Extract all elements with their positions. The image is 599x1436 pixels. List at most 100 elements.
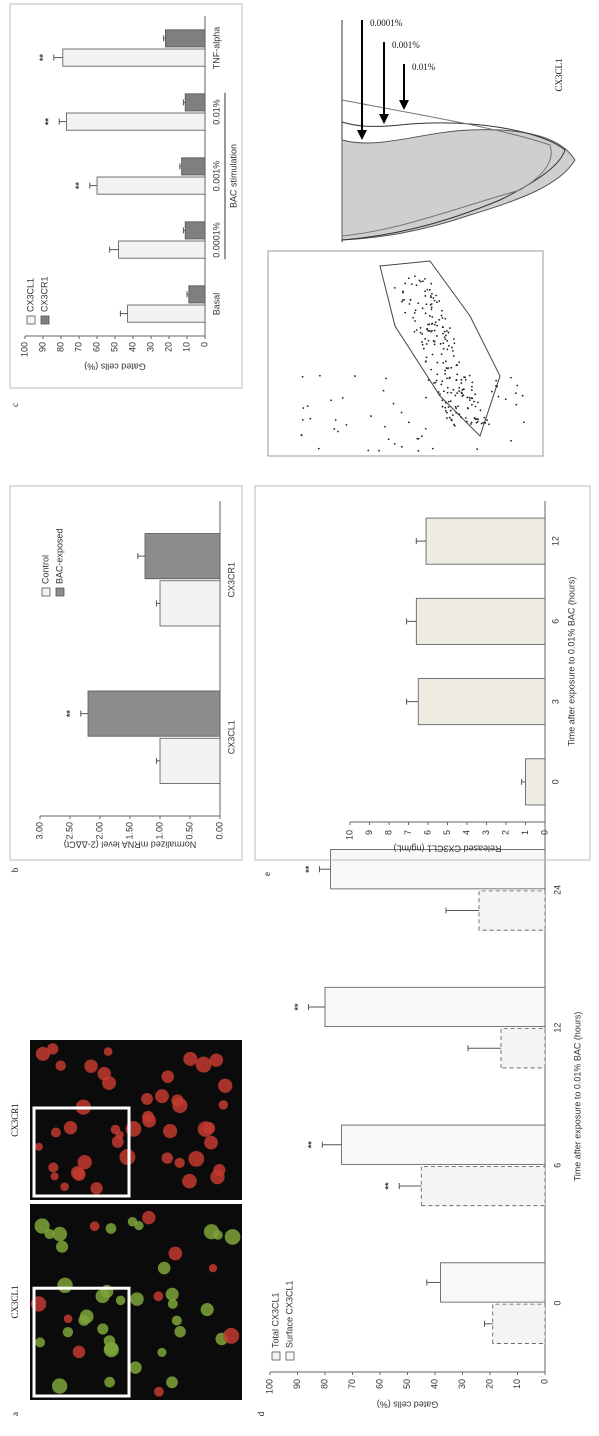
event-dot (449, 409, 452, 412)
event-dot (416, 437, 419, 440)
y-tick-label: 5 (442, 830, 452, 835)
cell (210, 1169, 225, 1185)
event-dot (318, 374, 321, 377)
event-dot (435, 294, 437, 297)
significance: ** (293, 1003, 303, 1011)
cell (162, 1124, 178, 1139)
event-dot (407, 277, 410, 280)
bar (420, 1165, 546, 1207)
bar (425, 517, 546, 565)
event-dot (444, 401, 447, 404)
event-dot (306, 405, 309, 408)
event-dot (446, 417, 448, 420)
event-dot (442, 332, 444, 335)
histogram-curve (341, 99, 552, 237)
x-tick-label: 12 (552, 1023, 562, 1033)
arrow-head (379, 114, 389, 124)
x-tick-label: TNF-alpha (211, 27, 221, 70)
cell (195, 1056, 212, 1073)
event-dot (421, 341, 423, 343)
event-dot (424, 277, 426, 280)
cell (56, 1240, 69, 1253)
bar (87, 690, 221, 737)
bar (184, 221, 206, 240)
event-dot (516, 384, 519, 387)
event-dot (440, 383, 443, 386)
y-tick-label: 80 (55, 342, 65, 352)
x-tick-label: Basal (211, 293, 221, 316)
event-dot (404, 311, 407, 314)
event-dot (447, 331, 450, 334)
event-dot (482, 421, 485, 424)
event-dot (440, 314, 443, 317)
histogram-filled (341, 129, 576, 241)
inset-frame (32, 1286, 131, 1398)
event-dot (436, 335, 438, 337)
cell (171, 1094, 184, 1107)
event-dot (436, 373, 439, 376)
event-dot (412, 316, 415, 319)
bar (127, 304, 206, 323)
legend-swatch (41, 587, 51, 597)
histogram-panel: 0.0001% 0.001% 0.01% CX3CL1 (341, 18, 576, 242)
event-dot (490, 390, 493, 393)
event-dot (461, 395, 464, 397)
event-dot (471, 403, 473, 406)
y-tick-label: 10 (512, 1379, 522, 1389)
y-tick-label: 50 (402, 1379, 412, 1389)
event-dot (430, 368, 433, 371)
event-dot (400, 411, 403, 414)
cell (224, 1229, 241, 1245)
event-dot (302, 407, 305, 409)
event-dot (382, 389, 385, 392)
legend-swatch (55, 587, 65, 597)
cell (174, 1157, 185, 1168)
y-tick-label: 1.50 (124, 822, 134, 840)
cell (204, 1135, 218, 1150)
event-dot (468, 399, 471, 401)
x-tick-label: 0 (552, 1301, 562, 1306)
event-dot (445, 360, 447, 363)
y-tick-label: 50 (109, 342, 119, 352)
y-axis-label: Released CX3CL1 (ng/mL) (393, 844, 501, 854)
event-dot (436, 324, 439, 327)
event-dot (438, 318, 441, 321)
event-dot (466, 396, 469, 399)
cell (208, 1264, 218, 1273)
event-dot (441, 317, 444, 319)
event-dot (430, 296, 432, 299)
event-dot (451, 349, 454, 352)
y-axis-label: Gated cells (%) (84, 362, 146, 372)
y-tick-label: 20 (163, 342, 173, 352)
y-tick-label: 40 (429, 1379, 439, 1389)
event-dot (427, 379, 430, 382)
event-dot (442, 326, 445, 329)
event-dot (453, 423, 455, 426)
event-dot (443, 330, 446, 333)
event-dot (430, 306, 433, 309)
cell (115, 1295, 126, 1306)
event-dot (387, 438, 390, 441)
event-dot (448, 327, 451, 329)
event-dot (421, 307, 424, 310)
event-dot (442, 342, 445, 345)
event-dot (413, 275, 416, 278)
y-tick-label: 8 (383, 830, 393, 835)
event-dot (414, 320, 416, 322)
event-dot (443, 390, 445, 393)
event-dot (456, 392, 459, 394)
event-dot (428, 329, 431, 332)
cell (55, 1060, 66, 1071)
event-dot (443, 336, 446, 339)
event-dot (476, 401, 479, 404)
event-dot (426, 288, 429, 291)
event-dot (464, 417, 467, 419)
cell (103, 1342, 119, 1358)
event-dot (446, 386, 449, 389)
panel-label: b (10, 867, 20, 872)
event-dot (510, 439, 512, 442)
image-label: CX3CR1 (10, 1103, 20, 1137)
panel-label: a (10, 1412, 20, 1416)
event-dot (330, 399, 333, 402)
arrow-label: 0.001% (392, 40, 420, 50)
